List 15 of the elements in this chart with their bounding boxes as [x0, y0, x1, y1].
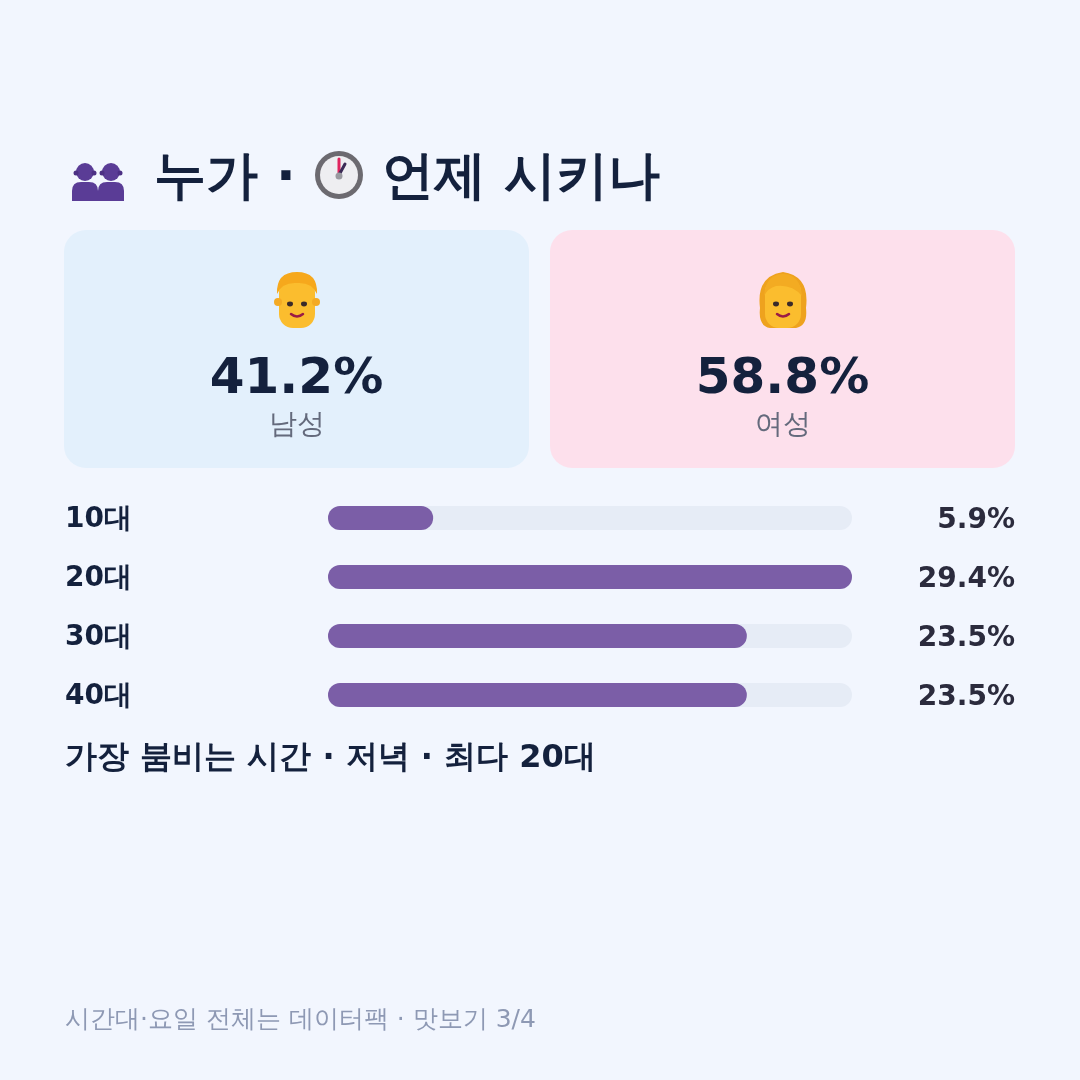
text: 시간대·요일 전체는 데이터팩 · 맛보기 3/4 [65, 1003, 536, 1035]
category-label: 남성 [267, 406, 326, 442]
data-label: 23.5% [917, 678, 1015, 712]
y-tick-label: 10대 [65, 501, 132, 534]
data-label: 23.5% [917, 619, 1015, 653]
y-tick-label: 20대 [65, 560, 132, 593]
text: 58.8% [694, 346, 871, 406]
y-tick-label: 40대 [65, 678, 132, 711]
text: 41.2% [208, 346, 385, 406]
category-label: 여성 [753, 406, 812, 442]
data-label: 5.9% [937, 501, 1015, 535]
y-tick-label: 30대 [65, 619, 132, 652]
chart-title: 누가 · 언제 시키나 [154, 145, 660, 205]
text: 가장 붐비는 시간 · 저녁 · 최다 20대 [65, 736, 596, 777]
data-label: 29.4% [917, 560, 1015, 594]
